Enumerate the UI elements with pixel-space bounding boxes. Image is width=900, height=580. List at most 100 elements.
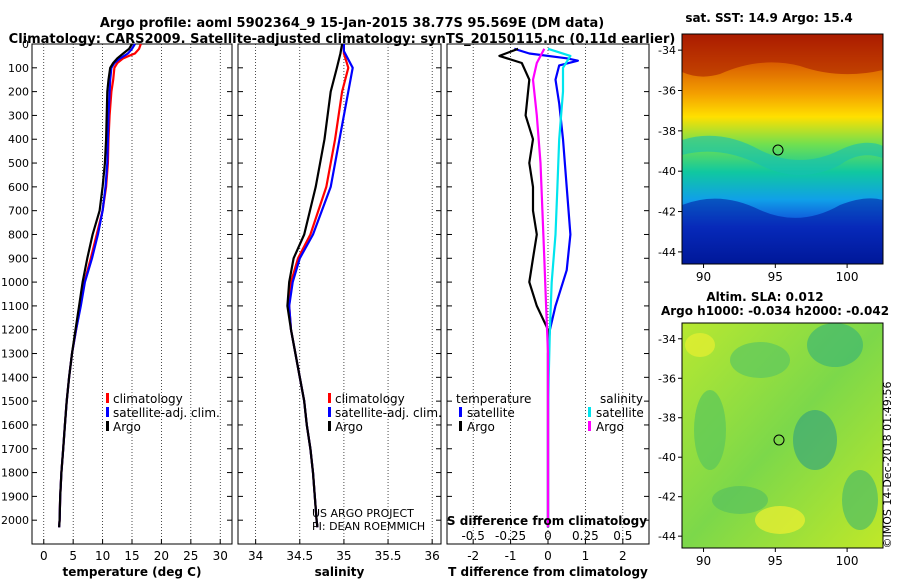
- sst-map-title: sat. SST: 14.9 Argo: 15.4: [685, 11, 852, 25]
- legend-title-temperature: temperature: [456, 392, 531, 406]
- sla-map-blob: [807, 323, 863, 367]
- y-tick-label: 600: [8, 181, 29, 194]
- sla-map-highlight: [685, 333, 715, 357]
- sst-map-axes: -34 -36 -38 -40 -42 -44 90 95 100: [658, 44, 859, 284]
- sla-map-blob: [793, 410, 837, 470]
- sla-map-axes: -34 -36 -38 -40 -42 -44 90 95 100: [658, 333, 859, 568]
- x-axis-label: T difference from climatology: [448, 565, 648, 579]
- s-difference-axis-ticks: -0.5 -0.25 0 0.25 0.5: [461, 529, 632, 543]
- sla-map-frame: [681, 322, 884, 549]
- s-axis-tick-label: -0.5: [461, 529, 484, 543]
- x-axis-label: salinity: [315, 565, 365, 579]
- y-tick-label: 700: [8, 205, 29, 218]
- x-tick-label: 10: [95, 549, 110, 563]
- map-y-tick-label: -42: [658, 491, 676, 504]
- legend-swatch-argo: [328, 421, 331, 431]
- legend-label-satellite-adj: satellite-adj. clim.: [113, 406, 220, 420]
- legend-label-t-satellite: satellite: [467, 406, 515, 420]
- sla-map: [681, 322, 884, 549]
- y-tick-label: 1600: [1, 419, 29, 432]
- map-y-tick-label: -36: [658, 84, 676, 97]
- series-line-salinity-argo: [531, 48, 550, 528]
- x-tick-label: 0: [40, 549, 48, 563]
- x-tick-label: -1: [505, 549, 517, 563]
- y-tick-label: 800: [8, 228, 29, 241]
- map-x-tick-label: 90: [696, 270, 711, 284]
- figure-title-line2: Climatology: CARS2009. Satellite-adjuste…: [9, 32, 676, 47]
- sst-map-front: [682, 135, 883, 175]
- s-axis-tick-label: 0.5: [613, 529, 632, 543]
- map-y-tick-label: -44: [658, 246, 676, 259]
- x-tick-label: 35.5: [375, 549, 402, 563]
- legend-swatch-climatology: [106, 393, 109, 403]
- salinity-profile-plot: 34 34.5 35 35.5 36 salinity: [237, 43, 442, 579]
- credit-pi: PI: DEAN ROEMMICH: [312, 520, 425, 533]
- sla-map-blob: [842, 470, 878, 530]
- y-tick-label: 200: [8, 86, 29, 99]
- map-y-tick-label: -44: [658, 530, 676, 543]
- legend-title-salinity: salinity: [600, 392, 643, 406]
- legend-swatch-s-argo: [588, 421, 591, 431]
- y-tick-label: 1900: [1, 490, 29, 503]
- legend-label-s-argo: Argo: [596, 420, 624, 434]
- legend-label-satellite-adj: satellite-adj. clim.: [335, 406, 442, 420]
- y-tick-label: 1800: [1, 467, 29, 480]
- sst-map: [681, 33, 884, 265]
- s-axis-tick-label: -0.25: [495, 529, 526, 543]
- y-tick-label: 400: [8, 133, 29, 146]
- sla-map-highlight: [755, 506, 805, 534]
- credit-imos: ©IMOS 14-Dec-2018 01:49:56: [881, 382, 894, 549]
- y-tick-label: 2000: [1, 514, 29, 527]
- x-tick-label: 30: [213, 549, 228, 563]
- series-line-argo: [58, 43, 133, 528]
- x-tick-label: 34.5: [286, 549, 313, 563]
- x-tick-label: 36: [425, 549, 440, 563]
- x-tick-label: 35: [336, 549, 351, 563]
- sst-map-warm-patch: [682, 34, 883, 77]
- series-line-climatology: [58, 43, 142, 528]
- sst-map-cold-eddy: [682, 198, 883, 264]
- series-line-argo: [286, 43, 344, 528]
- series-line-satellite-adj-clim-: [58, 43, 136, 528]
- series-line-climatology: [288, 44, 350, 528]
- y-tick-label: 1000: [1, 276, 29, 289]
- s-axis-tick-label: 0: [544, 529, 552, 543]
- sst-map-frame: [681, 33, 884, 265]
- temperature-legend: climatology satellite-adj. clim. Argo: [106, 392, 220, 434]
- legend-label-s-satellite: satellite: [596, 406, 644, 420]
- x-tick-label: 5: [69, 549, 77, 563]
- y-tick-label: 1200: [1, 324, 29, 337]
- map-y-tick-label: -38: [658, 125, 676, 138]
- sst-argo-location-marker: [772, 144, 784, 156]
- x-tick-label: -2: [467, 549, 479, 563]
- x-tick-label: 1: [582, 549, 590, 563]
- y-tick-label: 1400: [1, 371, 29, 384]
- legend-swatch-climatology: [328, 393, 331, 403]
- legend-label-climatology: climatology: [335, 392, 405, 406]
- credit-project: US ARGO PROJECT: [312, 507, 414, 520]
- legend-label-argo: Argo: [335, 420, 363, 434]
- legend-swatch-satellite-adj: [328, 407, 331, 417]
- map-y-tick-label: -34: [658, 333, 676, 346]
- y-tick-label: 1100: [1, 300, 29, 313]
- y-tick-label: 300: [8, 109, 29, 122]
- legend-swatch-argo: [106, 421, 109, 431]
- x-tick-label: 25: [183, 549, 198, 563]
- salinity-legend: climatology satellite-adj. clim. Argo: [328, 392, 442, 434]
- y-tick-label: 0: [22, 38, 29, 51]
- x-tick-label: 15: [124, 549, 139, 563]
- legend-label-t-argo: Argo: [467, 420, 495, 434]
- series-line-salinity-satellite: [546, 47, 572, 528]
- legend-label-climatology: climatology: [113, 392, 183, 406]
- map-x-tick-label: 95: [768, 554, 783, 568]
- sla-map-blob: [694, 390, 726, 470]
- sla-map-title-line1: Altim. SLA: 0.012: [706, 290, 823, 304]
- series-line-satellite-adj-clim-: [288, 44, 354, 528]
- map-y-tick-label: -38: [658, 412, 676, 425]
- sla-argo-location-marker: [773, 434, 785, 446]
- temperature-profile-plot: 0100200300400500600700800900100011001200…: [1, 38, 233, 579]
- y-tick-label: 1500: [1, 395, 29, 408]
- map-y-tick-label: -42: [658, 206, 676, 219]
- x-axis-label: temperature (deg C): [63, 565, 202, 579]
